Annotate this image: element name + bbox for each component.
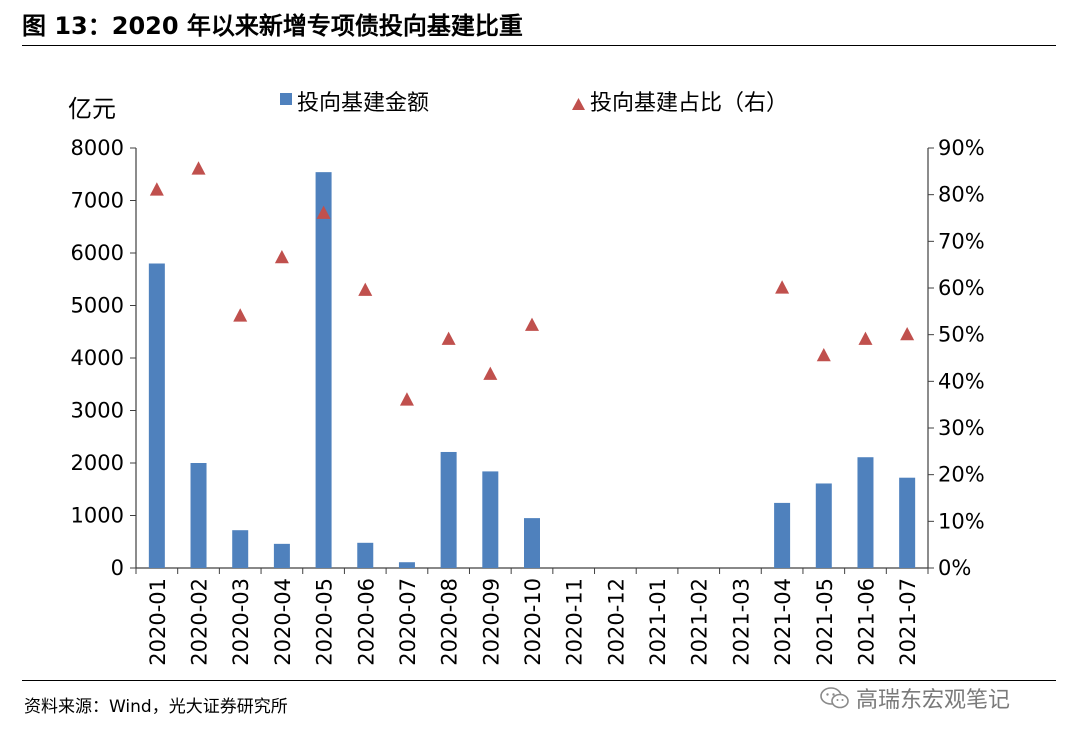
ratio-point [399, 392, 414, 406]
x-tick-label: 2021-02 [688, 578, 712, 666]
right-tick-label: 20% [938, 463, 985, 487]
bar [232, 530, 249, 568]
left-tick-label: 2000 [71, 451, 124, 475]
watermark: 高瑞东宏观笔记 [820, 682, 1010, 714]
x-tick-label: 2020-08 [438, 578, 462, 666]
bar [524, 518, 540, 568]
right-tick-label: 90% [938, 136, 985, 160]
legend-triangle-label: 投向基建占比（右） [590, 91, 788, 116]
bar [815, 483, 832, 568]
chart-title: 图 13：2020 年以来新增专项债投向基建比重 [22, 12, 523, 40]
x-tick-label: 2020-01 [146, 578, 170, 666]
right-tick-label: 50% [938, 323, 985, 347]
y-axis-unit-label: 亿元 [68, 95, 116, 123]
bar [440, 451, 457, 568]
x-tick-label: 2020-09 [479, 578, 503, 666]
x-tick-label: 2020-05 [313, 578, 337, 666]
legend-triangle-marker [572, 98, 585, 110]
bar [273, 543, 290, 568]
x-tick-label: 2021-04 [771, 578, 795, 666]
footer-divider [22, 680, 1056, 681]
ratio-point [483, 366, 498, 380]
right-tick-label: 60% [938, 276, 985, 300]
ratio-series [149, 161, 915, 406]
ratio-point [525, 317, 539, 331]
x-tick-label: 2020-10 [521, 578, 545, 666]
x-tick-label: 2020-04 [271, 578, 295, 666]
x-tick-label: 2020-03 [229, 578, 253, 666]
ratio-point [191, 161, 206, 175]
ratio-point [358, 282, 373, 296]
left-tick-label: 1000 [71, 504, 124, 528]
bar [315, 172, 332, 568]
right-tick-label: 70% [938, 229, 985, 253]
x-tick-label: 2021-06 [854, 578, 878, 666]
source-note: 资料来源：Wind，光大证券研究所 [24, 697, 288, 717]
axes: 0 1000 2000 3000 4000 5000 6000 7000 8000 0% 10% 20… [71, 136, 985, 666]
bar [357, 542, 374, 568]
ratio-point [274, 249, 289, 264]
ratio-point [149, 182, 164, 196]
wechat-icon [820, 687, 849, 709]
legend-bar-label: 投向基建金额 [297, 91, 429, 116]
left-tick-label: 0 [111, 556, 124, 580]
x-tick-label: 2021-01 [646, 578, 670, 666]
left-tick-label: 3000 [71, 399, 124, 423]
right-tick-label: 0% [938, 556, 971, 580]
x-tick-label: 2021-05 [813, 578, 837, 666]
x-tick-label: 2020-07 [396, 578, 420, 666]
right-tick-label: 30% [938, 416, 985, 440]
x-tick-label: 2021-07 [896, 578, 920, 666]
x-tick-label: 2020-06 [354, 578, 378, 666]
x-tick-label: 2020-02 [188, 578, 212, 666]
bar [398, 562, 415, 568]
ratio-point [233, 308, 248, 322]
x-tick-label: 2021-03 [729, 578, 753, 666]
bar [774, 502, 791, 568]
title-divider [22, 45, 1056, 46]
ratio-point [775, 280, 790, 294]
bar [148, 263, 165, 568]
right-tick-label: 10% [938, 509, 985, 533]
right-tick-label: 80% [938, 183, 985, 207]
right-tick-label: 40% [938, 369, 985, 393]
bar [482, 471, 499, 568]
bar [899, 477, 916, 568]
left-tick-label: 7000 [71, 189, 124, 213]
ratio-point [816, 347, 831, 362]
ratio-point [900, 326, 915, 341]
ratio-point [858, 331, 873, 345]
x-tick-label: 2020-11 [563, 578, 587, 666]
ratio-point [441, 331, 456, 345]
left-tick-label: 5000 [71, 294, 124, 318]
x-tick-label: 2020-12 [604, 578, 628, 666]
left-tick-label: 8000 [71, 136, 124, 160]
bar-series [148, 172, 916, 568]
bar [857, 457, 874, 568]
left-tick-label: 4000 [71, 346, 124, 370]
legend-bar-swatch [280, 93, 292, 105]
watermark-text: 高瑞东宏观笔记 [856, 688, 1011, 713]
ratio-point [316, 205, 331, 219]
left-tick-label: 6000 [71, 241, 124, 265]
chart: 亿元 投向基建金额 投向基建占比（右） 0 1000 2000 3000 4000 500… [68, 91, 985, 666]
legend: 投向基建金额 投向基建占比（右） [280, 91, 788, 116]
bar [190, 463, 207, 568]
